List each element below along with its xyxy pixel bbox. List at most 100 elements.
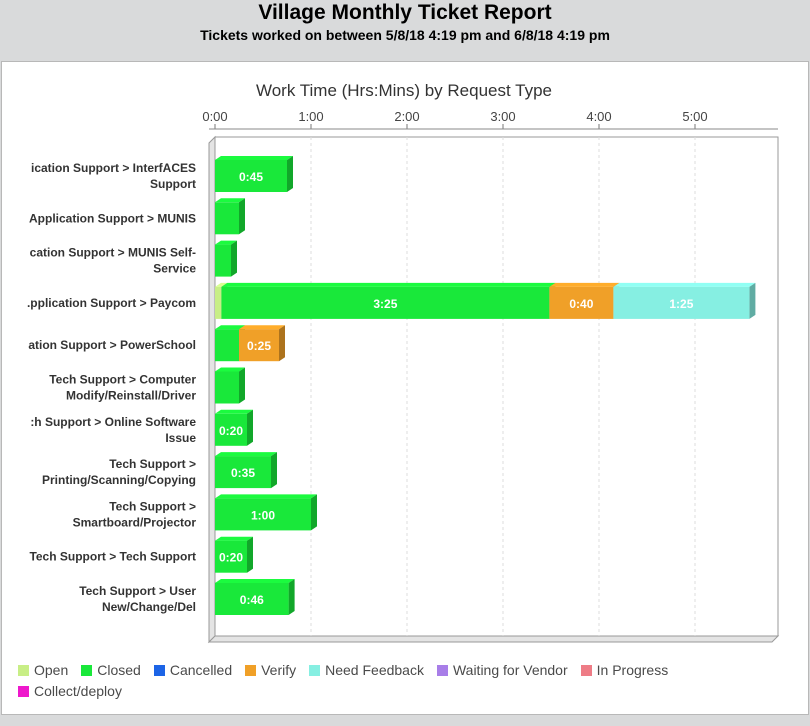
- legend-item: Need Feedback: [309, 660, 424, 681]
- category-label: Support: [150, 177, 196, 191]
- bar-segment-top: [215, 452, 277, 457]
- legend-swatch: [245, 665, 257, 676]
- bar-segment-top: [215, 240, 237, 245]
- bar-segment-side: [239, 367, 245, 404]
- bar-segment-top: [215, 494, 317, 499]
- category-label: Printing/Scanning/Copying: [42, 473, 196, 487]
- plot-area: [214, 136, 779, 637]
- data-label: 3:25: [373, 297, 397, 311]
- bar-segment: [215, 583, 289, 615]
- bar-segment-top: [215, 325, 245, 330]
- x-tick-label: 5:00: [682, 109, 707, 124]
- bar-segment-side: [288, 579, 295, 615]
- bar-segment-side: [311, 494, 317, 531]
- legend-swatch: [309, 665, 321, 676]
- chart-legend: Open Closed Cancelled Verify Need Feedback Wa…: [18, 660, 778, 702]
- data-label: 0:20: [219, 551, 243, 565]
- bar-segment-top: [215, 367, 245, 372]
- data-label: 0:46: [240, 593, 264, 607]
- legend-swatch: [436, 665, 448, 676]
- legend-item: In Progress: [580, 660, 669, 681]
- legend-swatch: [580, 665, 592, 676]
- bar-segment: [215, 456, 271, 489]
- report-subtitle: Tickets worked on between 5/8/18 4:19 pm…: [200, 27, 610, 43]
- bar-segment: [613, 286, 750, 319]
- category-label: Service: [153, 262, 196, 276]
- legend-label: Closed: [97, 662, 141, 678]
- legend-item: Waiting for Vendor: [436, 660, 568, 681]
- bar-segment: [239, 329, 279, 362]
- data-label: 0:40: [569, 297, 593, 311]
- category-label: Tech Support > User: [79, 584, 196, 598]
- category-label: cation Support > MUNIS Self-: [30, 246, 196, 260]
- bar-segment-top: [215, 198, 245, 203]
- data-label: 1:00: [251, 508, 275, 522]
- bar-segment-top: [613, 282, 756, 287]
- data-label: 0:20: [219, 424, 243, 438]
- legend-label: Open: [34, 662, 69, 678]
- bar-segment-side: [271, 452, 277, 489]
- bar-segment: [215, 202, 239, 235]
- plot-floor: [207, 635, 780, 643]
- legend-swatch: [18, 665, 29, 676]
- legend-item: Open: [18, 660, 68, 681]
- bar-segment: [221, 286, 550, 319]
- bar-segment-top: [549, 282, 620, 287]
- category-label: ication Support > InterfACES: [31, 161, 196, 175]
- x-tick-label: 1:00: [298, 109, 323, 124]
- category-label: Tech Support > Computer: [49, 373, 196, 387]
- bar-segment: [215, 160, 287, 192]
- category-label: Tech Support >: [109, 457, 196, 471]
- legend-item: Collect/deploy: [18, 681, 122, 702]
- legend-item: Verify: [245, 660, 296, 681]
- legend-label: In Progress: [596, 662, 669, 678]
- bar-segment: [215, 498, 311, 531]
- bar-segment: [215, 371, 239, 404]
- category-label: Modify/Reinstall/Driver: [66, 389, 196, 403]
- legend-label: Verify: [261, 662, 297, 678]
- x-tick-label: 2:00: [394, 109, 419, 124]
- bar-segment: [215, 413, 247, 446]
- category-label: Issue: [165, 431, 196, 445]
- bar-segment-top: [221, 282, 556, 287]
- bar-segment-side: [231, 240, 237, 277]
- legend-swatch: [81, 665, 93, 676]
- legend-swatch: [153, 665, 165, 676]
- bar-segment-side: [239, 198, 245, 235]
- bar-segment-side: [749, 282, 756, 319]
- bar-segment: [549, 286, 614, 319]
- bar-segment-top: [239, 325, 285, 330]
- bar-segment: [215, 540, 247, 573]
- bar-segment-side: [279, 325, 285, 362]
- data-label: 0:35: [231, 466, 255, 480]
- category-label: Tech Support >: [109, 499, 196, 513]
- category-label: Smartboard/Projector: [73, 515, 197, 529]
- x-tick-label: 4:00: [586, 109, 611, 124]
- legend-label: Waiting for Vendor: [452, 662, 568, 678]
- category-label: Tech Support > Tech Support: [29, 550, 196, 564]
- category-label: :h Support > Online Software: [30, 415, 196, 429]
- bar-segment-side: [247, 536, 253, 573]
- bar-segment: [215, 244, 231, 277]
- legend-label: Cancelled: [169, 662, 233, 678]
- category-label: Application Support > MUNIS: [29, 211, 196, 225]
- bar-segment-side: [287, 156, 293, 192]
- bar-segment: [215, 286, 222, 319]
- bar-segment-top: [215, 409, 253, 414]
- bar-segment-top: [215, 156, 293, 160]
- data-label: 0:25: [247, 339, 271, 353]
- legend-label: Collect/deploy: [34, 683, 122, 699]
- legend-item: Closed: [81, 660, 141, 681]
- category-label: ation Support > PowerSchool: [28, 338, 196, 352]
- bar-segment-top: [215, 536, 253, 541]
- report-title: Village Monthly Ticket Report: [258, 1, 552, 24]
- legend-item: Cancelled: [153, 660, 233, 681]
- category-label: .pplication Support > Paycom: [27, 296, 196, 310]
- legend-label: Need Feedback: [325, 662, 424, 678]
- x-tick-label: 3:00: [490, 109, 515, 124]
- data-label: 1:25: [669, 297, 693, 311]
- legend-swatch: [18, 686, 29, 697]
- bar-segment-top: [215, 579, 295, 583]
- data-label: 0:45: [239, 170, 263, 184]
